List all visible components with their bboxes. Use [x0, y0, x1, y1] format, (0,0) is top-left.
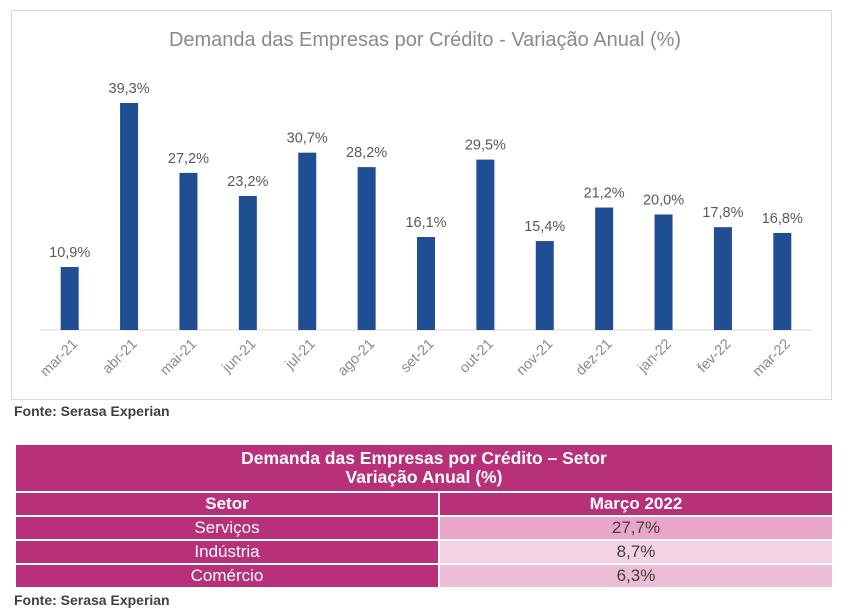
- x-tick-label: mar-21: [37, 336, 81, 380]
- sector-table: Demanda das Empresas por Crédito – Setor…: [14, 443, 834, 589]
- x-tick-label: jul-21: [282, 336, 319, 373]
- x-tick-label: fev-22: [695, 336, 735, 376]
- bar-abr-21: [120, 103, 139, 330]
- x-tick-label: ago-21: [335, 336, 378, 379]
- bar-mai-21: [179, 172, 198, 330]
- row-sector: Comércio: [14, 563, 440, 589]
- table-row: Serviços 27,7%: [14, 515, 834, 541]
- data-label: 30,7%: [287, 131, 328, 147]
- chart-container: Demanda das Empresas por Crédito - Varia…: [11, 10, 832, 400]
- chart-source: Fonte: Serasa Experian: [14, 403, 170, 419]
- x-tick-label: mai-21: [157, 336, 200, 379]
- x-tick-label: out-21: [457, 336, 497, 376]
- bar-mar-21: [60, 267, 79, 330]
- bar-ago-21: [357, 167, 376, 330]
- x-tick-label: nov-21: [514, 336, 557, 379]
- data-label: 17,8%: [702, 205, 743, 221]
- data-label: 28,2%: [346, 145, 387, 161]
- bar-jun-21: [238, 195, 257, 330]
- data-label: 20,0%: [643, 192, 684, 208]
- data-label: 39,3%: [109, 81, 150, 97]
- bar-out-21: [476, 159, 495, 330]
- column-header-sector: Setor: [14, 491, 440, 517]
- row-value: 6,3%: [438, 563, 834, 589]
- bars-group: 10,9% mar-21 39,3% abr-21 27,2% mai-21 23,2% ju…: [37, 81, 803, 380]
- row-sector: Serviços: [14, 515, 440, 541]
- bar-jul-21: [298, 152, 317, 330]
- bar-set-21: [417, 237, 435, 330]
- data-label: 16,1%: [405, 215, 446, 231]
- data-label: 23,2%: [227, 174, 268, 190]
- bar-dez-21: [595, 207, 614, 330]
- bar-mar-22: [773, 232, 792, 330]
- bar-chart: Demanda das Empresas por Crédito - Varia…: [37, 29, 812, 380]
- data-label: 29,5%: [465, 138, 506, 154]
- x-tick-label: dez-21: [573, 336, 616, 379]
- bar-jan-22: [654, 214, 673, 330]
- x-tick-label: jun-21: [219, 336, 260, 377]
- row-sector: Indústria: [14, 539, 440, 565]
- data-label: 27,2%: [168, 151, 209, 167]
- data-label: 10,9%: [49, 245, 90, 261]
- bar-nov-21: [535, 241, 554, 330]
- data-label: 15,4%: [524, 219, 565, 235]
- bar-fev-22: [713, 227, 732, 330]
- table-source: Fonte: Serasa Experian: [14, 592, 170, 608]
- table-title: Demanda das Empresas por Crédito – Setor…: [14, 443, 834, 493]
- table-title-line1: Demanda das Empresas por Crédito – Setor: [241, 448, 607, 468]
- x-tick-label: jan-22: [635, 336, 676, 377]
- x-tick-label: set-21: [398, 336, 438, 376]
- chart-title: Demanda das Empresas por Crédito - Varia…: [169, 29, 681, 51]
- row-value: 27,7%: [438, 515, 834, 541]
- row-value: 8,7%: [438, 539, 834, 565]
- x-tick-label: mar-22: [750, 336, 794, 380]
- data-label: 21,2%: [584, 186, 625, 202]
- data-label: 16,8%: [762, 211, 803, 227]
- x-tick-label: abr-21: [100, 336, 141, 377]
- table-row: Comércio 6,3%: [14, 563, 834, 589]
- table-title-line2: Variação Anual (%): [345, 467, 503, 487]
- table-row: Indústria 8,7%: [14, 539, 834, 565]
- column-header-value: Março 2022: [438, 491, 834, 517]
